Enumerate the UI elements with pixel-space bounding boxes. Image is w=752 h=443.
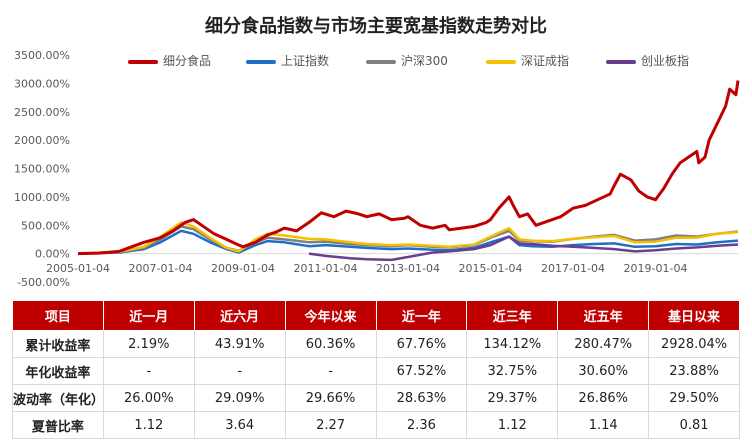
- table-cell: 29.50%: [648, 384, 740, 412]
- table-cell: 60.36%: [284, 330, 377, 358]
- legend-item: 沪深300: [366, 52, 448, 69]
- legend-label: 深证成指: [521, 54, 570, 68]
- legend-label: 上证指数: [281, 54, 330, 68]
- row-label: 年化收益率: [12, 357, 104, 385]
- column-header: 近一月: [102, 300, 195, 331]
- table-cell: 1.14: [557, 411, 650, 439]
- legend-swatch: [486, 59, 516, 64]
- table-cell: 2.19%: [102, 330, 195, 358]
- y-tick-label: -500.00%: [17, 276, 70, 289]
- x-tick-label: 2011-01-04: [294, 262, 358, 275]
- table-cell: 29.09%: [193, 384, 286, 412]
- column-header: 近三年: [466, 300, 559, 331]
- x-tick-label: 2013-01-04: [376, 262, 440, 275]
- y-tick-label: 0.00%: [35, 248, 70, 261]
- row-label: 波动率（年化）: [12, 384, 104, 412]
- column-header: 基日以来: [648, 300, 740, 331]
- table-cell: 2.27: [284, 411, 377, 439]
- table-row: 波动率（年化） 26.00% 29.09% 29.66% 28.63% 29.37% 26.…: [12, 384, 740, 412]
- table-cell: 43.91%: [193, 330, 286, 358]
- table-header-row: 项目 近一月 近六月 今年以来 近一年 近三年 近五年 基日以来: [12, 300, 740, 331]
- series-line: [308, 235, 739, 262]
- legend-item: 上证指数: [246, 52, 329, 69]
- row-label: 累计收益率: [12, 330, 104, 358]
- y-tick-label: 1000.00%: [14, 191, 70, 204]
- table-row: 年化收益率 - - -67.52% 32.75% 30.60% 23.88%: [12, 357, 740, 385]
- table-cell: 26.00%: [102, 384, 195, 412]
- legend-label: 沪深300: [401, 54, 448, 68]
- table-cell: 23.88%: [648, 357, 740, 385]
- x-tick-label: 2015-01-04: [459, 262, 523, 275]
- column-header: 近五年: [557, 300, 650, 331]
- column-header: 今年以来: [284, 300, 377, 331]
- column-header: 近一年: [375, 300, 468, 331]
- legend-swatch: [606, 59, 636, 64]
- series-line: [77, 221, 739, 255]
- legend-swatch: [128, 59, 158, 64]
- y-tick-label: 3500.00%: [14, 49, 70, 62]
- column-header: 项目: [12, 300, 104, 331]
- table-cell: 2928.04%: [648, 330, 740, 358]
- table-cell: 26.86%: [557, 384, 650, 412]
- table-cell: -: [102, 357, 195, 385]
- legend-item: 深证成指: [486, 52, 569, 69]
- table-cell: 1.12: [102, 411, 195, 439]
- table-cell: 67.52%: [375, 357, 468, 385]
- table-cell: 134.12%: [466, 330, 559, 358]
- table-cell: 29.37%: [466, 384, 559, 412]
- y-tick-label: 2500.00%: [14, 106, 70, 119]
- chart-title: 细分食品指数与市场主要宽基指数走势对比: [205, 16, 547, 37]
- row-label: 夏普比率: [12, 411, 104, 439]
- column-header: 近六月: [193, 300, 286, 331]
- table-cell: 280.47%: [557, 330, 650, 358]
- x-tick-label: 2019-01-04: [624, 262, 688, 275]
- y-tick-label: 500.00%: [21, 219, 70, 232]
- x-tick-label: 2017-01-04: [541, 262, 605, 275]
- table-row: 累计收益率 2.19% 43.91% 60.36% 67.76% 134.12% 280.4…: [12, 330, 740, 358]
- series-line: [77, 80, 740, 256]
- legend-item: 创业板指: [606, 52, 689, 69]
- table-cell: 1.12: [466, 411, 559, 439]
- line-chart: 3500.00% 3000.00% 2500.00% 2000.00% 1500.00%…: [14, 49, 740, 289]
- y-tick-label: 3000.00%: [14, 77, 70, 90]
- performance-table: 项目 近一月 近六月 今年以来 近一年 近三年 近五年 基日以来 累计收益率 2.19% 43.9…: [12, 300, 740, 439]
- table-cell: 29.66%: [284, 384, 377, 412]
- legend-label: 创业板指: [641, 54, 690, 68]
- table-cell: 32.75%: [466, 357, 559, 385]
- table-cell: 3.64: [193, 411, 286, 439]
- table-cell: 2.36: [375, 411, 468, 439]
- legend-item: 细分食品: [128, 52, 211, 69]
- table-cell: 67.76%: [375, 330, 468, 358]
- table-cell: 30.60%: [557, 357, 650, 385]
- x-tick-label: 2009-01-04: [211, 262, 275, 275]
- legend-swatch: [366, 59, 396, 64]
- y-tick-label: 2000.00%: [14, 134, 70, 147]
- table-cell: -: [193, 357, 286, 385]
- table-cell: -: [284, 357, 377, 385]
- table-row: 夏普比率 1.12 3.64 2.27 2.36 1.12 1.14 0.81: [12, 411, 740, 439]
- table-cell: 0.81: [648, 411, 740, 439]
- legend-swatch: [246, 59, 276, 64]
- x-tick-label: 2007-01-04: [129, 262, 193, 275]
- table-cell: 28.63%: [375, 384, 468, 412]
- legend-label: 细分食品: [163, 54, 212, 68]
- series-line: [77, 229, 739, 255]
- y-tick-label: 1500.00%: [14, 163, 70, 176]
- x-tick-label: 2005-01-04: [46, 262, 110, 275]
- table-body: 累计收益率 2.19% 43.91% 60.36% 67.76% 134.12% 280.4…: [12, 330, 740, 439]
